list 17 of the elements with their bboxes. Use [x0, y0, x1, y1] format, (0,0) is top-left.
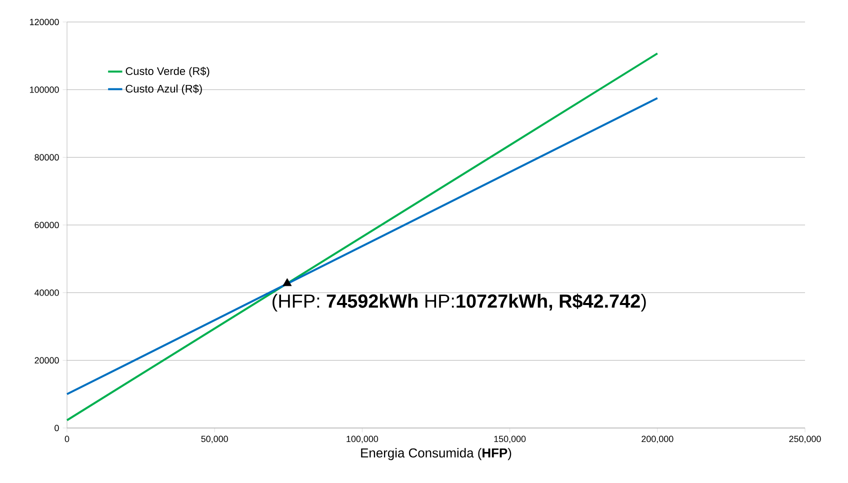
y-tick-label: 120000 — [30, 18, 59, 26]
x-tick-label: 100,000 — [346, 436, 378, 444]
x-tick-label: 150,000 — [494, 436, 526, 444]
y-tick-label: 40000 — [34, 289, 59, 296]
x-tick-label: 200,000 — [642, 436, 674, 444]
x-tick-label: 50,000 — [201, 436, 228, 444]
legend-label: Custo Azul (R$) — [126, 84, 202, 95]
y-tick-label: 100000 — [30, 86, 59, 93]
x-tick-label: 250,000 — [789, 436, 821, 444]
y-tick-label: 60000 — [34, 222, 59, 228]
x-tick-label: 0 — [64, 436, 70, 442]
y-tick-label: 20000 — [34, 357, 59, 364]
legend-label: Custo Verde (R$) — [126, 66, 210, 78]
y-tick-label: 80000 — [34, 154, 59, 161]
annotation: (HFP: 74592kWh HP:10727kWh, R$42.742) — [272, 294, 646, 312]
x-axis-title: Energia Consumida (HFP) — [361, 448, 512, 460]
y-tick-label: 0 — [54, 424, 59, 432]
